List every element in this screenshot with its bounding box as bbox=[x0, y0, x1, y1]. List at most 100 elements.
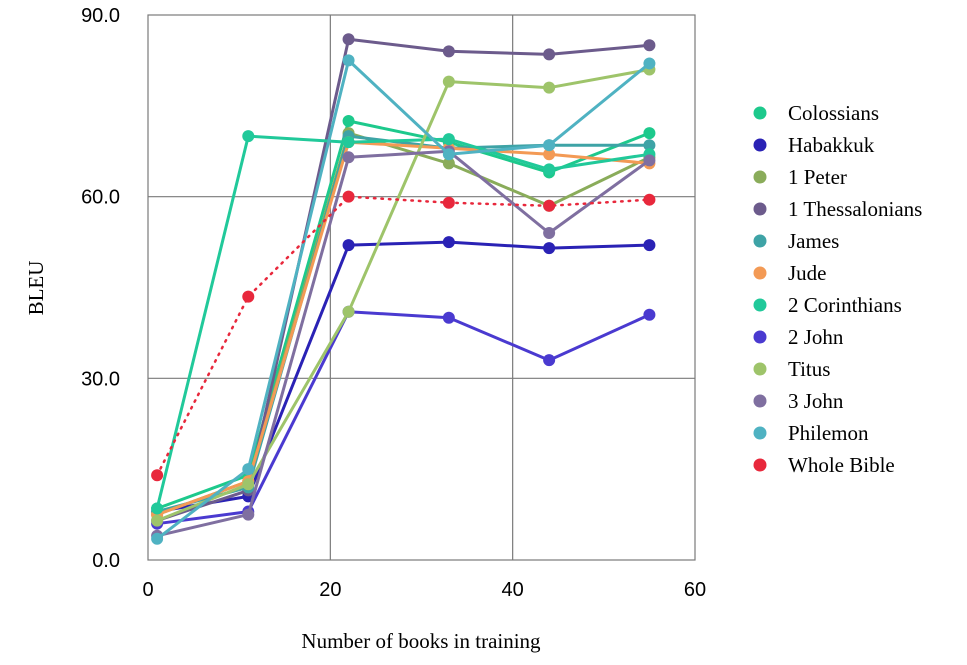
data-point-3-john bbox=[543, 227, 556, 239]
data-point-titus bbox=[242, 478, 255, 491]
legend: Colossians Habakkuk 1 Peter 1 Thessalonians… bbox=[753, 101, 922, 477]
series-philemon bbox=[151, 54, 656, 545]
series-2-corinthians bbox=[151, 130, 656, 515]
legend-marker bbox=[753, 138, 767, 152]
legend-label: Whole Bible bbox=[788, 453, 895, 477]
legend-marker bbox=[753, 426, 767, 440]
data-point-whole-bible bbox=[643, 193, 656, 206]
series-line-2-corinthians bbox=[155, 134, 651, 510]
series-line-jude bbox=[155, 140, 651, 517]
data-point-philemon bbox=[242, 463, 255, 476]
legend-label: Titus bbox=[788, 357, 830, 381]
series-line-titus bbox=[155, 68, 651, 523]
data-point-whole-bible bbox=[151, 469, 164, 482]
legend-label: James bbox=[788, 229, 839, 253]
data-point-habakkuk bbox=[442, 236, 455, 249]
legend-label: Habakkuk bbox=[788, 133, 875, 157]
data-point-3-john bbox=[242, 508, 255, 521]
data-point-2-corinthians bbox=[242, 130, 255, 143]
legend-item-3-john: 3 John bbox=[753, 389, 844, 413]
data-point-philemon bbox=[151, 532, 164, 545]
legend-label: 2 John bbox=[788, 325, 844, 349]
series-line-whole-bible bbox=[155, 195, 651, 477]
x-tick-label: 40 bbox=[502, 579, 524, 601]
data-point-habakkuk bbox=[643, 239, 656, 252]
legend-item-2-john: 2 John bbox=[753, 325, 844, 349]
x-tick-label: 20 bbox=[319, 579, 341, 601]
series-1-thessalonians bbox=[151, 33, 656, 527]
legend-label: 2 Corinthians bbox=[788, 293, 902, 317]
data-point-colossians bbox=[342, 114, 355, 127]
series-habakkuk bbox=[151, 236, 656, 518]
legend-item-jude: Jude bbox=[753, 261, 827, 285]
data-point-colossians bbox=[643, 127, 656, 140]
legend-label: 1 Thessalonians bbox=[788, 197, 922, 221]
data-point-james bbox=[643, 139, 656, 152]
data-point-philemon bbox=[442, 148, 455, 161]
data-point-philemon bbox=[543, 139, 556, 152]
data-point-whole-bible bbox=[242, 290, 255, 303]
y-axis-title: BLEU bbox=[24, 261, 48, 316]
data-point-1-peter bbox=[442, 157, 455, 170]
data-point-titus bbox=[151, 514, 164, 527]
grid-layer bbox=[147, 14, 696, 561]
data-point-2-corinthians bbox=[442, 133, 455, 146]
data-point-1-thessalonians bbox=[543, 48, 556, 61]
series-line-1-peter bbox=[155, 131, 651, 517]
legend-item-whole-bible: Whole Bible bbox=[753, 453, 895, 477]
data-point-2-corinthians bbox=[543, 163, 556, 176]
series-whole-bible bbox=[151, 190, 656, 482]
legend-marker bbox=[753, 202, 767, 216]
data-point-philemon bbox=[643, 57, 656, 70]
legend-item-titus: Titus bbox=[753, 357, 830, 381]
legend-marker bbox=[753, 394, 767, 408]
x-axis-title: Number of books in training bbox=[301, 629, 541, 653]
data-point-jude bbox=[543, 148, 556, 161]
data-point-habakkuk bbox=[543, 242, 556, 255]
series-line-3-john bbox=[155, 149, 651, 538]
y-tick-label: 0.0 bbox=[92, 550, 120, 572]
series-line-philemon bbox=[155, 58, 651, 541]
data-point-1-thessalonians bbox=[442, 45, 455, 58]
data-point-habakkuk bbox=[342, 239, 355, 252]
data-point-3-john bbox=[342, 151, 355, 164]
series-layer bbox=[151, 33, 656, 545]
legend-item-1-peter: 1 Peter bbox=[753, 165, 847, 189]
legend-marker bbox=[753, 330, 767, 344]
legend-item-philemon: Philemon bbox=[753, 421, 869, 445]
series-jude bbox=[151, 136, 656, 521]
y-tick-label: 90.0 bbox=[81, 5, 120, 27]
legend-label: Colossians bbox=[788, 101, 879, 125]
legend-label: 3 John bbox=[788, 389, 844, 413]
legend-marker bbox=[753, 266, 767, 280]
data-point-1-thessalonians bbox=[342, 33, 355, 46]
data-point-whole-bible bbox=[342, 190, 355, 203]
data-point-philemon bbox=[342, 54, 355, 67]
series-line-1-thessalonians bbox=[155, 37, 651, 523]
plot-frame bbox=[147, 14, 696, 561]
data-point-2-corinthians bbox=[151, 502, 164, 515]
data-point-whole-bible bbox=[442, 196, 455, 209]
data-point-3-john bbox=[643, 154, 656, 167]
series-line-2-john bbox=[155, 310, 651, 526]
legend-label: Philemon bbox=[788, 421, 869, 445]
legend-item-1-thessalonians: 1 Thessalonians bbox=[753, 197, 922, 221]
legend-marker bbox=[753, 106, 767, 120]
legend-item-colossians: Colossians bbox=[753, 101, 879, 125]
legend-marker bbox=[753, 458, 767, 472]
data-point-titus bbox=[543, 81, 556, 94]
data-point-1-thessalonians bbox=[643, 39, 656, 52]
legend-marker bbox=[753, 170, 767, 184]
legend-item-habakkuk: Habakkuk bbox=[753, 133, 875, 157]
x-tick-label: 60 bbox=[684, 579, 706, 601]
legend-marker bbox=[753, 362, 767, 376]
data-point-2-john bbox=[643, 308, 656, 321]
legend-marker bbox=[753, 234, 767, 248]
x-tick-label: 0 bbox=[142, 579, 153, 601]
y-tick-label: 60.0 bbox=[81, 187, 120, 209]
data-point-titus bbox=[342, 305, 355, 318]
legend-item-2-corinthians: 2 Corinthians bbox=[753, 293, 902, 317]
data-point-2-corinthians bbox=[342, 136, 355, 149]
data-point-titus bbox=[442, 75, 455, 88]
